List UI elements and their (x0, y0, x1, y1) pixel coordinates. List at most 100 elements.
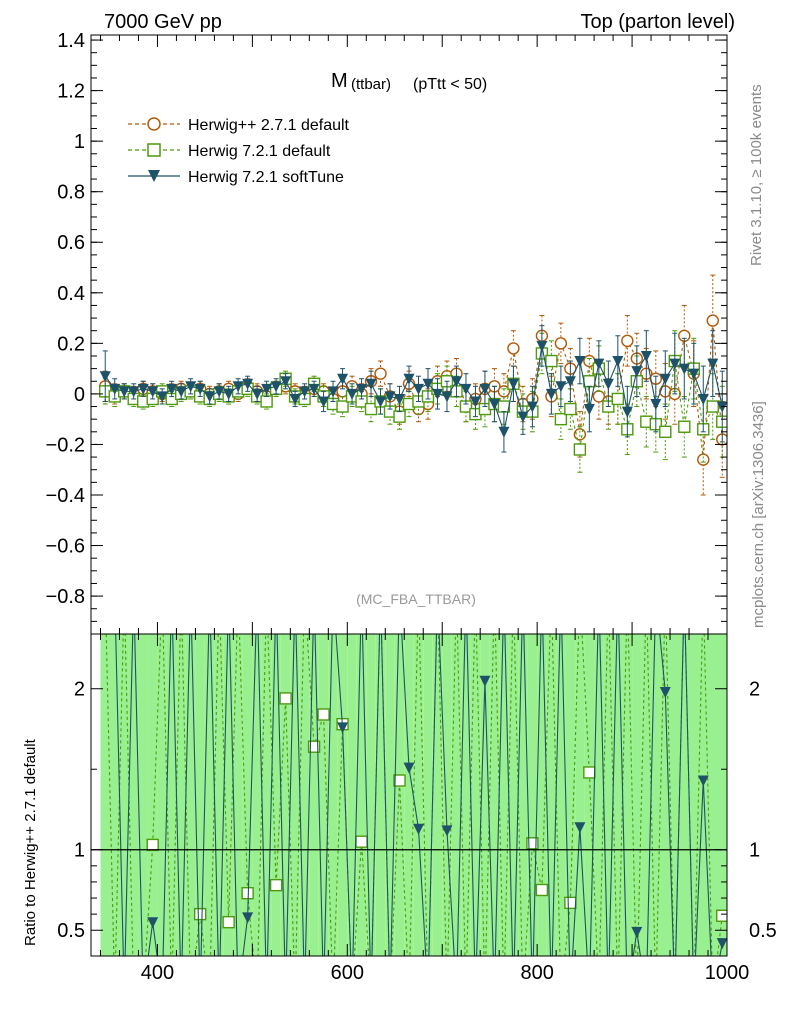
ratio-panel-plot-area (105, 634, 727, 956)
band-green-bin (242, 634, 253, 956)
band-green-bin (622, 634, 633, 956)
data-point (716, 401, 727, 413)
ratio-point (241, 887, 254, 900)
band-green-bin (385, 634, 395, 956)
data-point (327, 386, 339, 398)
band-green-bin (641, 634, 652, 956)
data-point (697, 453, 710, 466)
ratio-point (479, 675, 491, 687)
data-point (147, 386, 159, 398)
rivet-version-label: Rivet 3.1.10, ≥ 100k events (748, 84, 765, 266)
band-green-bin (499, 634, 509, 956)
ratio-point (716, 909, 727, 922)
band-green-bin (584, 634, 595, 956)
header-right-label: Top (parton level) (580, 11, 735, 33)
band-green-bin (195, 634, 205, 956)
ratio-point (526, 837, 539, 850)
data-point (659, 373, 671, 385)
data-point (346, 388, 358, 400)
band-green-bin (176, 634, 186, 956)
band-green-bin (717, 634, 727, 956)
data-point (308, 383, 320, 395)
band-green-bin (100, 634, 110, 956)
data-point (175, 386, 187, 398)
ratio-point (147, 917, 159, 929)
band-green-bin (537, 634, 547, 956)
data-point (583, 375, 596, 388)
data-point (554, 412, 568, 426)
data-point (412, 383, 424, 395)
main-panel-frame (90, 34, 728, 635)
ratio-series-line-0 (105, 634, 723, 956)
band-green-bin (119, 634, 129, 956)
ratio-point (242, 912, 254, 924)
ratio-point (403, 762, 415, 774)
data-point (612, 356, 624, 368)
band-green-bin (233, 634, 243, 956)
band-green-bin (508, 634, 519, 956)
data-point (394, 393, 406, 405)
band-green-bin (698, 634, 709, 956)
data-point (374, 367, 387, 380)
y-tick-label: −0.2 (46, 434, 85, 456)
data-point (384, 391, 396, 403)
data-point (593, 358, 605, 370)
data-point (659, 425, 672, 439)
band-green-bin (404, 634, 414, 956)
data-point (688, 368, 700, 380)
band-green-bin (280, 634, 291, 956)
ratio-point (355, 835, 368, 848)
band-green-bin (318, 634, 329, 956)
band-green-bin (613, 634, 623, 956)
data-point (365, 378, 377, 390)
data-point (469, 396, 481, 408)
ratio-y-tick-label-right: 1 (749, 840, 760, 862)
band-green-bin (565, 634, 576, 956)
plot-title-main: M (331, 70, 348, 92)
ratio-point (279, 692, 292, 705)
y-tick-label: 0 (74, 384, 85, 406)
data-point (270, 381, 282, 393)
band-green-bin (575, 634, 585, 956)
band-green-bin (432, 634, 443, 956)
data-point (431, 388, 443, 400)
ratio-point (564, 896, 577, 910)
ratio-point (535, 883, 549, 897)
data-point (669, 358, 681, 370)
data-point (678, 420, 691, 433)
data-point (707, 358, 719, 370)
data-point (260, 395, 273, 408)
ratio-y-axis-label: Ratio to Herwig++ 2.7.1 default (22, 738, 39, 946)
ratio-point (269, 878, 283, 892)
data-point (318, 396, 330, 408)
y-tick-label: −0.6 (46, 536, 85, 558)
data-point (251, 388, 263, 400)
header-left-label: 7000 GeV pp (104, 11, 222, 33)
data-point (204, 391, 216, 403)
data-point (336, 400, 349, 413)
analysis-watermark: (MC_FBA_TTBAR) (356, 591, 476, 607)
band-green-bin (594, 634, 604, 956)
data-point (422, 378, 434, 390)
data-point (706, 400, 719, 413)
band-green-bin (309, 634, 319, 956)
ratio-y-tick-label-right: 2 (749, 679, 760, 701)
ratio-point (393, 774, 406, 787)
legend-label-h721default: Herwig 7.2.1 default (188, 143, 331, 160)
band-green-bin (328, 634, 338, 956)
y-tick-label: 1 (74, 131, 85, 153)
data-point (621, 334, 634, 348)
data-point (460, 383, 472, 395)
data-point (232, 381, 244, 393)
band-green-bin (451, 634, 462, 956)
data-point (137, 383, 149, 395)
y-tick-label: −0.4 (46, 485, 85, 507)
band-green-bin (299, 634, 310, 956)
data-point (403, 373, 415, 385)
y-tick-label: 0.4 (57, 283, 85, 305)
ratio-series-line-1 (115, 634, 723, 956)
data-point (393, 410, 406, 423)
data-point (289, 393, 301, 405)
mcplots-reference-label: mcplots.cern.ch [arXiv:1306.3436] (750, 401, 767, 628)
ratio-y-tick-label-right: 0.5 (749, 920, 777, 942)
